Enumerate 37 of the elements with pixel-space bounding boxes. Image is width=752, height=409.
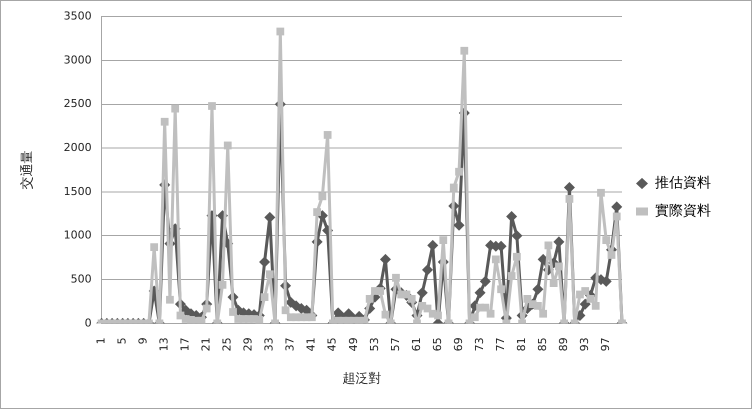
x-tick-label: 29 [242,337,255,352]
x-tick-label: 1 [94,337,108,344]
x-tick-label: 25 [220,337,234,352]
x-tick-label: 61 [410,337,423,352]
x-tick-label: 53 [368,337,381,352]
x-axis-title: 趄泛對 [342,372,382,387]
y-axis-title: 交通量 [19,150,36,190]
y-tick-label: 2000 [64,140,92,154]
y-tick-label: 500 [70,272,92,286]
legend-label: 實際資料 [655,203,711,220]
y-tick-label: 3500 [64,9,92,22]
x-tick-label: 37 [284,337,297,352]
x-tick-label: 65 [430,337,444,352]
y-tick-label: 0 [84,316,92,330]
x-tick-label: 41 [304,337,318,352]
x-tick-label: 49 [346,337,360,352]
x-tick-label: 77 [494,337,507,352]
x-tick-label: 89 [557,337,570,352]
x-tick-label: 85 [536,337,550,352]
x-tick-label: 17 [178,337,192,352]
y-tick-label: 1500 [64,184,92,198]
x-tick-label: 13 [158,337,171,352]
x-tick-label: 21 [200,337,213,352]
x-tick-label: 73 [472,337,486,352]
x-tick-label: 57 [388,337,402,352]
x-tick-label: 97 [599,337,612,352]
x-tick-label: 9 [136,337,150,344]
x-tick-label: 69 [452,337,465,352]
x-tick-label: 93 [578,337,592,352]
y-tick-label: 1000 [64,228,92,242]
x-tick-label: 45 [326,337,339,352]
y-tick-label: 2500 [64,97,92,110]
legend-label: 推估資料 [655,175,711,192]
x-tick-label: 81 [514,337,528,352]
x-tick-label: 33 [262,337,276,352]
x-tick-label: 5 [115,337,128,344]
y-tick-label: 3000 [64,53,92,66]
